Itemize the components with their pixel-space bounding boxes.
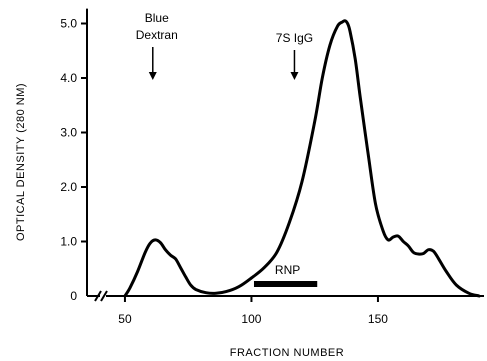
x-tick-label: 100 (241, 312, 261, 326)
y-tick-label: 2.0 (60, 180, 77, 194)
annotation-arrow-head (148, 72, 157, 80)
x-axis-label: FRACTION NUMBER (230, 347, 344, 359)
y-tick-label: 5.0 (60, 17, 77, 31)
y-tick-label: 1.0 (60, 235, 77, 249)
series-line (123, 19, 481, 298)
axis-break-mark (100, 290, 108, 302)
rnp-label: RNP (275, 263, 300, 277)
annotation-text: 7S IgG (276, 31, 313, 45)
annotation-group: Blue Dextran 7S IgG RNP (136, 11, 318, 287)
x-tick-label: 150 (368, 312, 388, 326)
axes (86, 8, 484, 302)
y-tick-label: 4.0 (60, 71, 77, 85)
y-tick-label: 0 (70, 289, 77, 303)
tick-group: 01.02.03.04.05.050100150200 (60, 17, 388, 327)
annotation-arrow-head (290, 72, 299, 80)
y-axis-label: OPTICAL DENSITY (280 NM) (15, 83, 27, 241)
axis-break-mark (94, 290, 102, 302)
rnp-bar (253, 281, 318, 287)
annotation-text: Blue (145, 11, 169, 25)
x-tick-label: 50 (118, 312, 132, 326)
y-tick-label: 3.0 (60, 126, 77, 140)
annotation-text: Dextran (136, 28, 178, 42)
